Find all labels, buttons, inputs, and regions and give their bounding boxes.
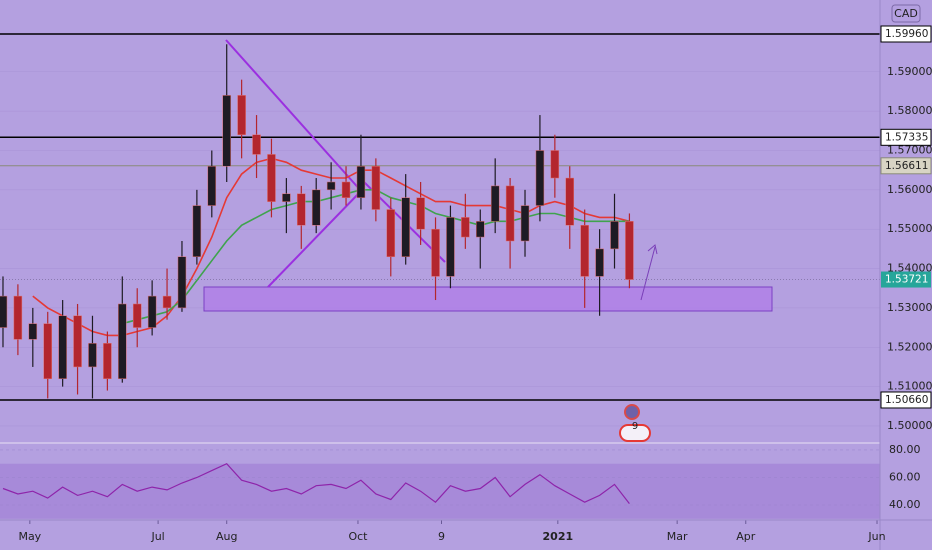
y-tick-label: 1.51000 bbox=[887, 380, 932, 393]
x-tick-label: Apr bbox=[736, 530, 756, 543]
level-label-box bbox=[880, 391, 932, 409]
x-tick-label: May bbox=[18, 530, 41, 543]
level-label: 1.59960 bbox=[885, 28, 928, 40]
y-tick-label: 1.54000 bbox=[887, 262, 932, 275]
candle-body bbox=[461, 217, 470, 238]
candle-body bbox=[222, 95, 231, 167]
candle-body bbox=[132, 303, 142, 328]
event-icon[interactable] bbox=[624, 404, 640, 420]
candle-body bbox=[625, 221, 634, 280]
candle-body bbox=[58, 315, 67, 379]
candle-body bbox=[162, 295, 172, 309]
level-label-box bbox=[880, 128, 932, 146]
level-label: 1.50660 bbox=[885, 394, 928, 406]
candle-body bbox=[490, 185, 500, 222]
candle-body bbox=[326, 181, 336, 191]
trend-line bbox=[225, 39, 363, 193]
x-tick-label: Oct bbox=[348, 530, 368, 543]
level-label: 1.56611 bbox=[885, 160, 928, 172]
rsi-band bbox=[0, 463, 880, 519]
candle-body bbox=[207, 165, 217, 206]
candle-body bbox=[431, 228, 440, 277]
candle-body bbox=[610, 221, 619, 250]
y-tick-label: 1.50000 bbox=[887, 419, 932, 432]
trend-line bbox=[267, 189, 363, 288]
last-price-label: 1.53721 bbox=[885, 274, 928, 286]
candle-body bbox=[252, 134, 261, 155]
zone-rectangle bbox=[203, 286, 773, 312]
event-badge[interactable] bbox=[619, 424, 651, 442]
candle-body bbox=[73, 315, 82, 368]
candle-body bbox=[311, 189, 321, 226]
y-tick-label: 1.53000 bbox=[887, 301, 932, 314]
rsi-tick-label: 40.00 bbox=[889, 498, 921, 511]
x-tick-label: Aug bbox=[216, 530, 237, 543]
y-tick-label: 1.59000 bbox=[887, 65, 932, 78]
candle-body bbox=[520, 205, 530, 242]
x-tick-label: Jun bbox=[867, 530, 885, 543]
level-label-box bbox=[880, 25, 932, 43]
y-tick-label: 1.56000 bbox=[887, 183, 932, 196]
y-tick-label: 1.55000 bbox=[887, 222, 932, 235]
x-tick-label: Jul bbox=[150, 530, 164, 543]
candle-body bbox=[0, 295, 8, 328]
rsi-tick-label: 60.00 bbox=[889, 470, 921, 483]
y-tick-label: 1.52000 bbox=[887, 340, 932, 353]
candle-body bbox=[565, 177, 575, 226]
rsi-tick-label: 80.00 bbox=[889, 443, 921, 456]
currency: CAD bbox=[894, 7, 918, 20]
candle-body bbox=[28, 323, 38, 340]
y-tick-label: 1.57000 bbox=[887, 143, 932, 156]
candle-body bbox=[371, 165, 381, 210]
x-tick-label: 9 bbox=[438, 530, 445, 543]
candle-body bbox=[147, 295, 157, 328]
candle-body bbox=[192, 205, 202, 257]
last-price-box bbox=[881, 271, 931, 288]
arrow bbox=[640, 246, 656, 301]
candle-body bbox=[416, 197, 425, 230]
candle-body bbox=[282, 193, 291, 202]
candle-body bbox=[118, 303, 127, 379]
y-tick-label: 1.58000 bbox=[887, 104, 932, 117]
candle-body bbox=[43, 323, 52, 379]
arrow-head bbox=[647, 244, 658, 255]
plot bbox=[0, 44, 634, 504]
candle-body bbox=[177, 256, 187, 309]
candle-body bbox=[386, 209, 396, 257]
grid bbox=[0, 33, 880, 524]
currency-box bbox=[891, 4, 921, 23]
candle-body bbox=[505, 185, 515, 242]
candle-body bbox=[103, 343, 112, 379]
candle-body bbox=[237, 95, 246, 135]
event-count: 9 bbox=[632, 421, 638, 432]
candle-body bbox=[446, 217, 455, 277]
candle-body bbox=[13, 295, 23, 340]
candle-body bbox=[550, 150, 560, 179]
level-label-box bbox=[880, 157, 932, 175]
candle-body bbox=[267, 154, 276, 202]
candle-body bbox=[580, 225, 589, 277]
x-tick-label: Mar bbox=[667, 530, 688, 543]
candle-body bbox=[535, 150, 545, 206]
candle-body bbox=[476, 221, 485, 238]
candle-body bbox=[297, 193, 306, 226]
level-label: 1.57335 bbox=[885, 131, 928, 143]
candle-body bbox=[356, 165, 366, 198]
candle-body bbox=[595, 248, 604, 277]
candle-body bbox=[341, 181, 351, 198]
x-tick-label: 2021 bbox=[543, 530, 574, 543]
candle-body bbox=[401, 197, 410, 257]
rsi-line bbox=[2, 462, 630, 504]
candle-body bbox=[88, 343, 97, 368]
